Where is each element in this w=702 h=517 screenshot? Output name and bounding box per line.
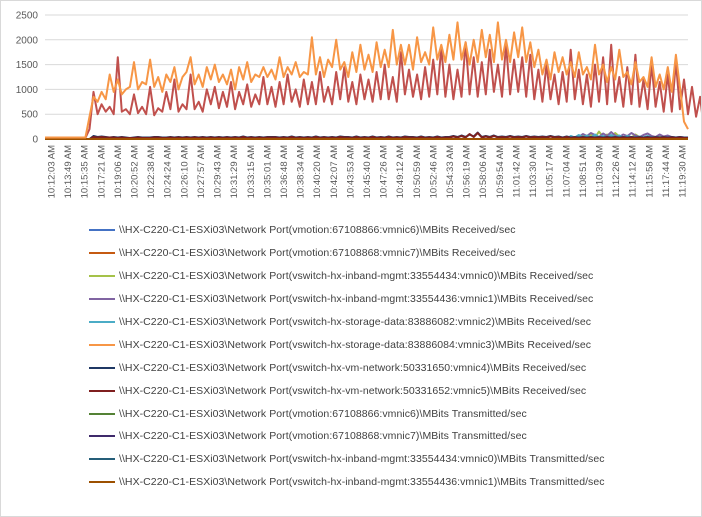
- legend-swatch: [89, 389, 115, 392]
- x-tick-label: 11:12:26 AM: [611, 145, 622, 198]
- x-tick-label: 10:56:19 AM: [462, 145, 473, 198]
- x-tick-label: 10:26:10 AM: [179, 145, 190, 198]
- legend-swatch: [89, 298, 115, 301]
- x-tick-label: 10:42:07 AM: [329, 145, 340, 198]
- x-tick-label: 11:05:17 AM: [545, 145, 556, 198]
- legend-item: \\HX-C220-C1-ESXi03\Network Port(vmotion…: [89, 402, 689, 425]
- legend-swatch: [89, 366, 115, 369]
- legend-item: \\HX-C220-C1-ESXi03\Network Port(vswitch…: [89, 311, 689, 334]
- x-tick-label: 11:03:30 AM: [528, 145, 539, 198]
- legend-swatch: [89, 343, 115, 346]
- legend-swatch: [89, 275, 115, 278]
- y-tick-label: 500: [21, 110, 38, 121]
- legend-label: \\HX-C220-C1-ESXi03\Network Port(vswitch…: [119, 270, 594, 283]
- x-tick-label: 10:59:54 AM: [495, 145, 506, 198]
- legend-swatch: [89, 481, 115, 484]
- x-tick-label: 10:33:15 AM: [246, 145, 257, 198]
- legend-label: \\HX-C220-C1-ESXi03\Network Port(vswitch…: [119, 338, 592, 351]
- legend-item: \\HX-C220-C1-ESXi03\Network Port(vswitch…: [89, 471, 689, 494]
- series-line-unlabeled: [45, 41, 701, 139]
- legend-item: \\HX-C220-C1-ESXi03\Network Port(vmotion…: [89, 219, 689, 242]
- legend-label: \\HX-C220-C1-ESXi03\Network Port(vswitch…: [119, 384, 587, 397]
- x-tick-label: 11:19:30 AM: [678, 145, 689, 198]
- x-tick-label: 11:10:39 AM: [595, 145, 606, 198]
- x-tick-label: 11:17:44 AM: [661, 145, 672, 198]
- x-tick-label: 11:15:58 AM: [644, 145, 655, 198]
- series-line-8: [45, 132, 688, 140]
- series-line-6: [45, 21, 689, 139]
- x-tick-label: 10:19:06 AM: [113, 145, 124, 198]
- legend-item: \\HX-C220-C1-ESXi03\Network Port(vswitch…: [89, 356, 689, 379]
- line-chart: 0 500 1000 1500 2000 2500 10:12:03 AM 10:13:49…: [16, 11, 701, 198]
- y-tick-label: 1000: [16, 85, 39, 96]
- x-tick-label: 10:22:38 AM: [146, 145, 157, 198]
- y-tick-label: 0: [32, 135, 38, 146]
- x-tick-label: 10:47:26 AM: [379, 145, 390, 198]
- x-tick-label: 10:38:34 AM: [296, 145, 307, 198]
- legend-label: \\HX-C220-C1-ESXi03\Network Port(vswitch…: [119, 476, 605, 489]
- legend-swatch: [89, 229, 115, 232]
- x-tick-label: 10:49:12 AM: [395, 145, 406, 198]
- legend-label: \\HX-C220-C1-ESXi03\Network Port(vswitch…: [119, 453, 605, 466]
- x-tick-label: 10:20:52 AM: [130, 145, 141, 198]
- y-tick-label: 2500: [16, 11, 39, 22]
- legend-item: \\HX-C220-C1-ESXi03\Network Port(vswitch…: [89, 265, 689, 288]
- x-tick-label: 10:45:40 AM: [362, 145, 373, 198]
- legend-item: \\HX-C220-C1-ESXi03\Network Port(vswitch…: [89, 379, 689, 402]
- y-axis-ticks: 0 500 1000 1500 2000 2500: [16, 11, 39, 146]
- legend-label: \\HX-C220-C1-ESXi03\Network Port(vmotion…: [119, 247, 516, 260]
- x-tick-label: 10:36:48 AM: [279, 145, 290, 198]
- legend-swatch: [89, 435, 115, 438]
- x-tick-label: 11:14:12 AM: [628, 145, 639, 198]
- legend-item: \\HX-C220-C1-ESXi03\Network Port(vswitch…: [89, 333, 689, 356]
- x-tick-label: 10:13:49 AM: [63, 145, 74, 198]
- x-tick-label: 10:40:20 AM: [312, 145, 323, 198]
- legend-swatch: [89, 458, 115, 461]
- x-tick-label: 10:17:21 AM: [96, 145, 107, 198]
- x-tick-label: 10:27:57 AM: [196, 145, 207, 198]
- legend: \\HX-C220-C1-ESXi03\Network Port(vmotion…: [89, 219, 689, 494]
- series-lines: [45, 21, 701, 140]
- y-tick-label: 1500: [16, 60, 39, 71]
- legend-label: \\HX-C220-C1-ESXi03\Network Port(vmotion…: [119, 407, 527, 420]
- x-tick-label: 10:52:46 AM: [428, 145, 439, 198]
- x-tick-label: 10:43:53 AM: [345, 145, 356, 198]
- legend-label: \\HX-C220-C1-ESXi03\Network Port(vmotion…: [119, 430, 527, 443]
- legend-label: \\HX-C220-C1-ESXi03\Network Port(vswitch…: [119, 293, 594, 306]
- legend-item: \\HX-C220-C1-ESXi03\Network Port(vmotion…: [89, 242, 689, 265]
- legend-item: \\HX-C220-C1-ESXi03\Network Port(vswitch…: [89, 288, 689, 311]
- x-tick-label: 10:24:24 AM: [163, 145, 174, 198]
- x-tick-label: 11:01:42 AM: [511, 145, 522, 198]
- legend-swatch: [89, 412, 115, 415]
- x-tick-label: 11:08:51 AM: [578, 145, 589, 198]
- x-tick-label: 10:58:06 AM: [478, 145, 489, 198]
- x-axis-ticks: 10:12:03 AM 10:13:49 AM 10:15:35 AM 10:17:2…: [47, 145, 689, 198]
- legend-item: \\HX-C220-C1-ESXi03\Network Port(vmotion…: [89, 425, 689, 448]
- x-tick-label: 10:50:59 AM: [412, 145, 423, 198]
- y-tick-label: 2000: [16, 35, 39, 46]
- legend-swatch: [89, 252, 115, 255]
- x-tick-label: 10:12:03 AM: [47, 145, 58, 198]
- x-tick-label: 10:29:43 AM: [213, 145, 224, 198]
- x-tick-label: 10:35:01 AM: [262, 145, 273, 198]
- legend-swatch: [89, 321, 115, 323]
- x-tick-label: 11:07:04 AM: [561, 145, 572, 198]
- legend-label: \\HX-C220-C1-ESXi03\Network Port(vswitch…: [119, 316, 592, 328]
- x-tick-label: 10:54:33 AM: [445, 145, 456, 198]
- legend-item: \\HX-C220-C1-ESXi03\Network Port(vswitch…: [89, 448, 689, 471]
- x-tick-label: 10:31:29 AM: [229, 145, 240, 198]
- legend-label: \\HX-C220-C1-ESXi03\Network Port(vswitch…: [119, 361, 587, 374]
- legend-label: \\HX-C220-C1-ESXi03\Network Port(vmotion…: [119, 224, 516, 237]
- x-tick-label: 10:15:35 AM: [80, 145, 91, 198]
